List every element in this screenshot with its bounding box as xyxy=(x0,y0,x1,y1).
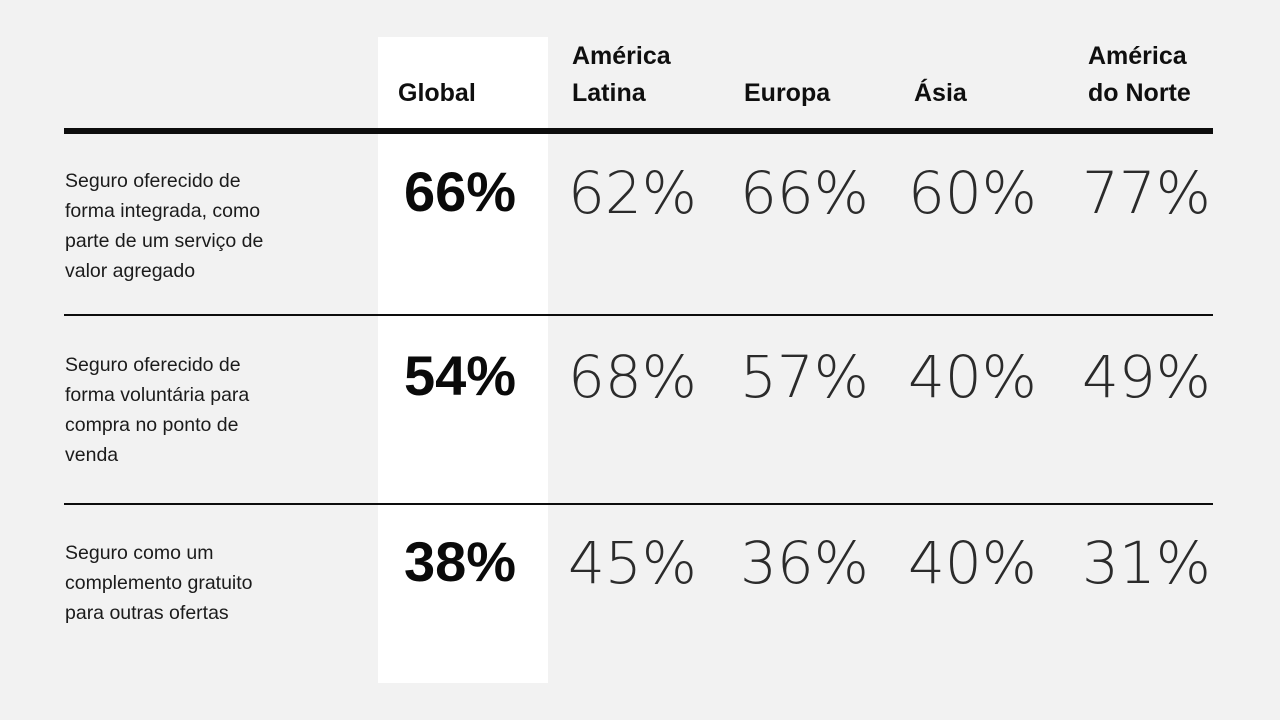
column-header-america-latina: América Latina xyxy=(572,42,671,107)
column-header-europa: Europa xyxy=(744,79,831,107)
value-asia-row3: 40% xyxy=(908,529,1037,597)
value-asia-row1: 60% xyxy=(908,159,1037,227)
value-america-latina-row3: 45% xyxy=(568,529,697,597)
row-label-complemento: Seguro como um complemento gratuito para… xyxy=(65,542,253,624)
value-america-do-norte-row2: 49% xyxy=(1082,343,1211,411)
column-header-asia: Ásia xyxy=(914,79,967,107)
column-header-global: Global xyxy=(398,79,476,107)
value-europa-row1: 66% xyxy=(740,159,869,227)
value-america-do-norte-row1: 77% xyxy=(1082,159,1211,227)
value-asia-row2: 40% xyxy=(908,343,1037,411)
value-global-row1: 66% xyxy=(404,160,517,223)
value-global-row3: 38% xyxy=(404,530,517,593)
header-divider-rule xyxy=(64,128,1213,134)
value-america-latina-row1: 62% xyxy=(568,159,697,227)
row-label-integrada: Seguro oferecido de forma integrada, com… xyxy=(65,170,264,282)
row-divider-1 xyxy=(64,314,1213,316)
value-europa-row2: 57% xyxy=(740,343,869,411)
column-header-america-do-norte: América do Norte xyxy=(1088,42,1191,107)
value-europa-row3: 36% xyxy=(740,529,869,597)
value-america-latina-row2: 68% xyxy=(568,343,697,411)
value-america-do-norte-row3: 31% xyxy=(1082,529,1211,597)
value-global-row2: 54% xyxy=(404,344,517,407)
global-column-highlight xyxy=(378,37,548,683)
row-label-voluntaria: Seguro oferecido de forma voluntária par… xyxy=(65,354,250,466)
row-divider-2 xyxy=(64,503,1213,505)
